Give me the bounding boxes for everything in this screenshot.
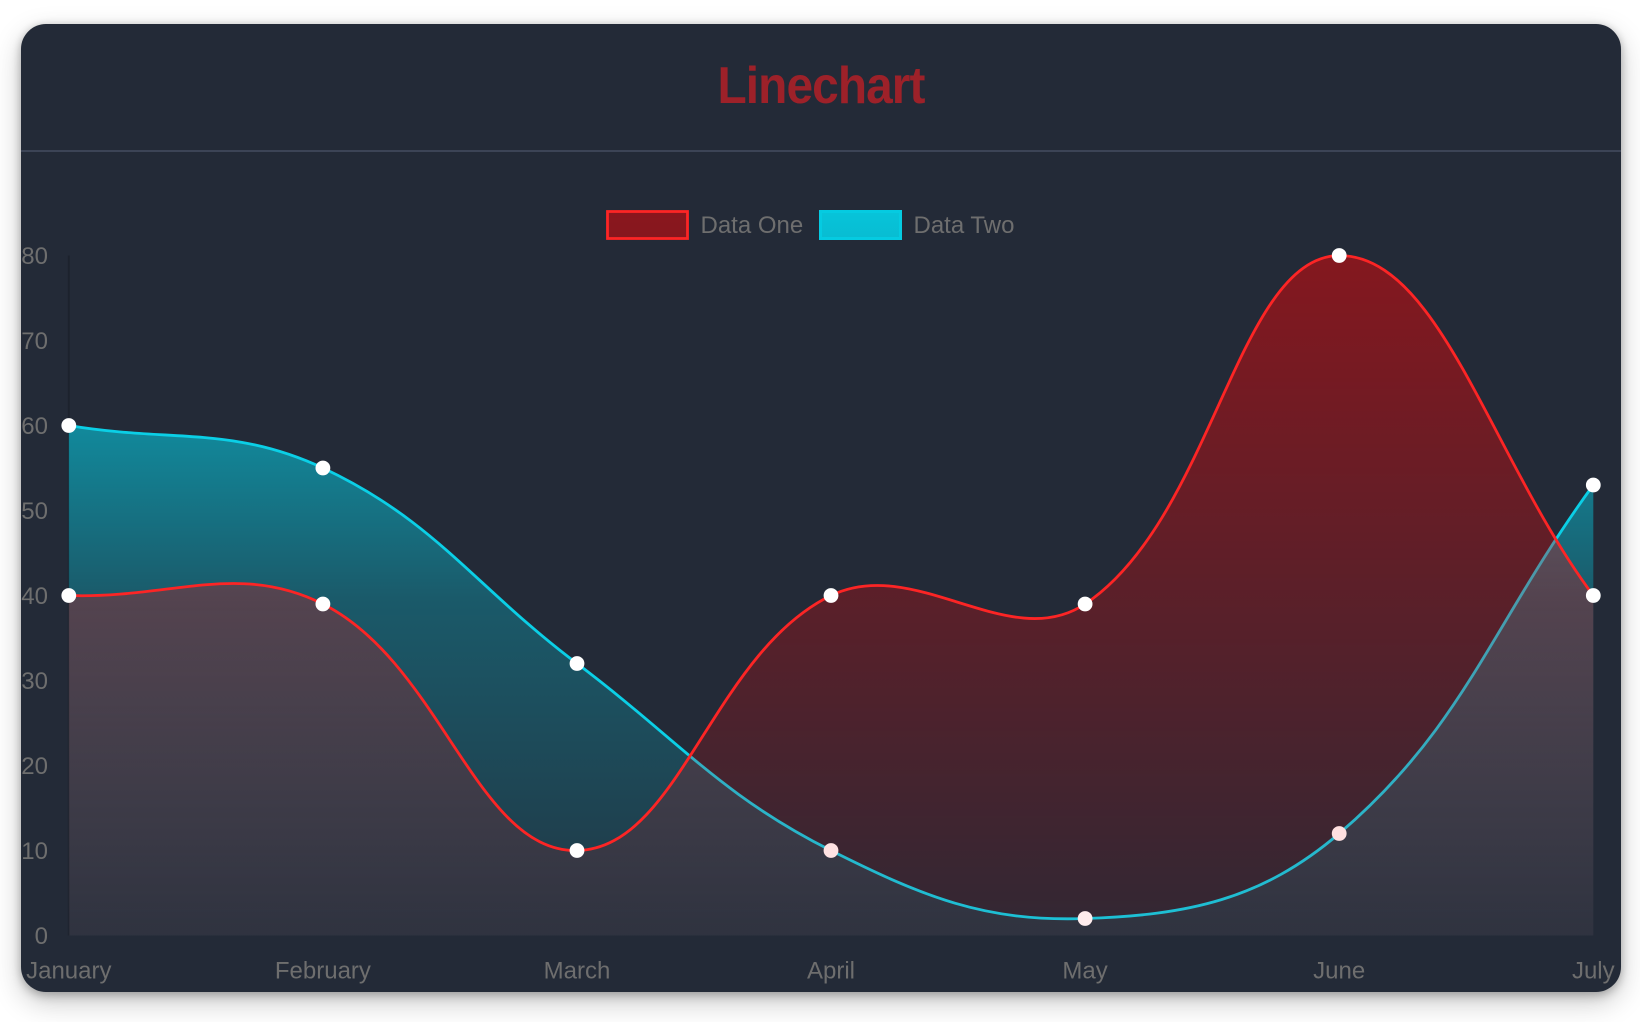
svg-text:80: 80 (21, 243, 48, 270)
svg-text:May: May (1062, 958, 1107, 985)
svg-text:March: March (543, 958, 610, 985)
svg-text:50: 50 (21, 498, 48, 525)
svg-text:June: June (1313, 958, 1365, 985)
svg-text:0: 0 (34, 923, 47, 950)
svg-text:30: 30 (21, 668, 48, 695)
svg-text:10: 10 (21, 838, 48, 865)
svg-text:20: 20 (21, 753, 48, 780)
svg-text:Data Two: Data Two (913, 212, 1014, 239)
svg-text:40: 40 (21, 583, 48, 610)
svg-text:60: 60 (21, 413, 48, 440)
svg-text:January: January (26, 958, 111, 985)
svg-text:July: July (1571, 958, 1614, 985)
svg-text:Data One: Data One (700, 212, 803, 239)
svg-text:April: April (806, 958, 854, 985)
svg-text:February: February (274, 958, 370, 985)
svg-text:70: 70 (21, 328, 48, 355)
